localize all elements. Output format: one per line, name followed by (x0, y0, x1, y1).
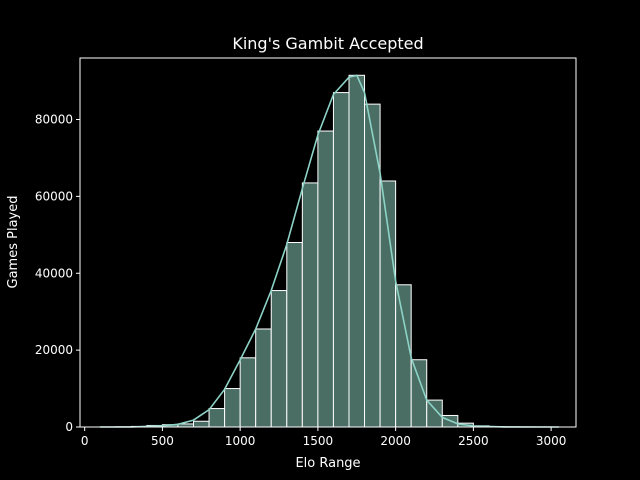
histogram-bar-13 (286, 242, 303, 428)
x-tick-label: 3000 (536, 434, 567, 448)
x-tick-label: 0 (81, 434, 89, 448)
histogram-bar-11 (255, 328, 272, 428)
chart-title: King's Gambit Accepted (232, 34, 423, 53)
histogram-bar-19 (379, 180, 397, 428)
y-axis-label: Games Played (6, 196, 21, 289)
histogram-bar-16 (332, 92, 350, 428)
bars-group (99, 74, 552, 428)
x-tick-label: 2500 (458, 434, 489, 448)
x-tick-label: 2000 (380, 434, 411, 448)
plot-frame (79, 57, 577, 428)
x-axis-label: Elo Range (295, 456, 360, 471)
histogram-bar-14 (301, 182, 319, 428)
y-tick-label: 80000 (35, 113, 73, 127)
histogram-bar-18 (364, 103, 381, 428)
histogram-bar-20 (395, 284, 412, 428)
histogram-bar-8 (208, 408, 226, 428)
x-tick-label: 500 (151, 434, 174, 448)
histogram-bar-22 (426, 399, 443, 428)
x-tick-label: 1500 (303, 434, 334, 448)
histogram-bar-9 (224, 388, 241, 428)
histogram-bar-15 (317, 130, 334, 428)
kde-curve (100, 74, 559, 428)
x-tick-label: 1000 (225, 434, 256, 448)
y-tick-label: 40000 (35, 266, 73, 280)
y-tick-label: 0 (65, 420, 73, 434)
y-tick-label: 60000 (35, 189, 73, 203)
histogram-bar-12 (270, 290, 288, 428)
histogram-bar-17 (348, 74, 366, 428)
x-axis-ticks: 0 500 1000 1500 2000 2500 3000 (81, 427, 567, 448)
histogram-bar-7 (193, 420, 210, 428)
y-tick-label: 20000 (35, 343, 73, 357)
y-axis-ticks: 0 20000 40000 60000 80000 (35, 113, 80, 434)
histogram-bar-10 (239, 357, 257, 428)
